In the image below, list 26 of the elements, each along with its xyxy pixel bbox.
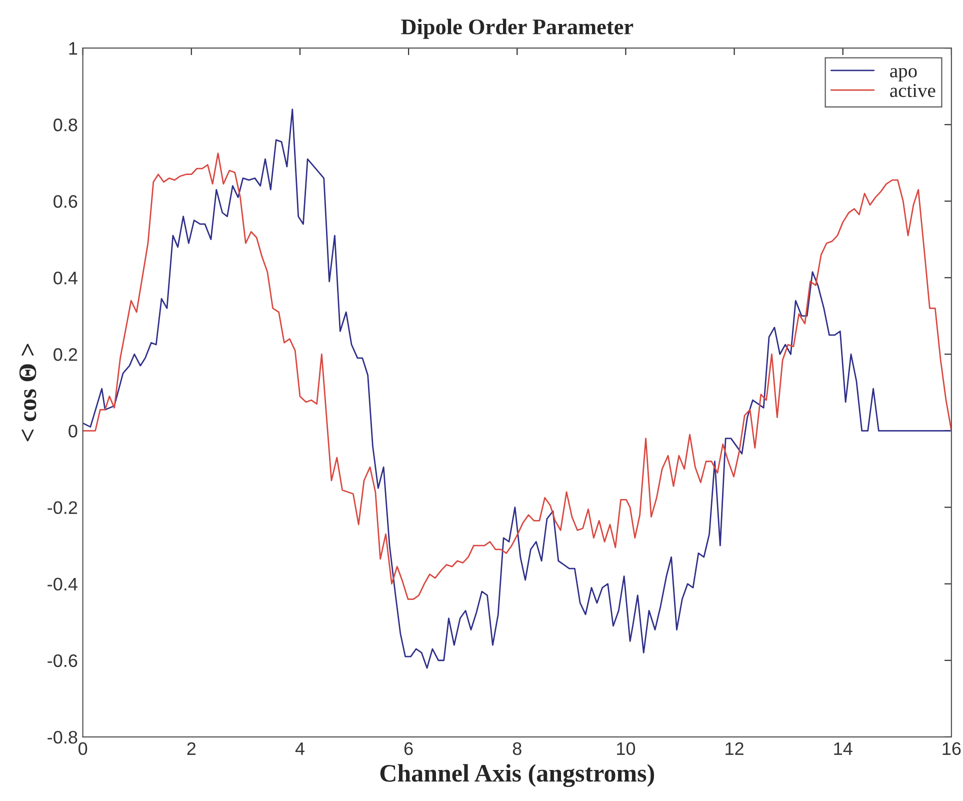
x-axis-title: Channel Axis (angstroms) xyxy=(380,764,654,788)
x-tick-label: 2 xyxy=(187,742,196,755)
y-tick-label: 0.2 xyxy=(54,348,78,361)
x-tick-label: 16 xyxy=(942,742,961,756)
legend-label: active xyxy=(890,84,936,98)
line-series xyxy=(82,108,952,669)
x-tick-label: 0 xyxy=(78,742,88,756)
legend-label: apo xyxy=(890,68,917,82)
x-tick-label: 12 xyxy=(726,742,744,755)
y-tick-label: 0.6 xyxy=(54,195,78,208)
y-tick-label: -0.8 xyxy=(48,730,78,744)
line-series xyxy=(82,152,952,600)
y-tick-label: 0 xyxy=(68,424,78,438)
y-tick-label: 0.8 xyxy=(54,118,78,132)
y-tick-label: 1 xyxy=(69,42,78,55)
y-axis-title: < cos Θ > xyxy=(19,344,36,442)
chart-title: Dipole Order Parameter xyxy=(401,18,634,39)
x-tick-label: 4 xyxy=(295,742,304,755)
y-tick-label: -0.6 xyxy=(48,654,78,668)
y-tick-label: 0.4 xyxy=(54,272,78,284)
x-tick-label: 6 xyxy=(404,742,413,756)
x-tick-label: 10 xyxy=(617,742,636,756)
y-tick-label: -0.2 xyxy=(48,501,78,514)
y-tick-label: -0.4 xyxy=(48,578,78,591)
x-tick-label: 8 xyxy=(512,742,522,756)
x-tick-label: 14 xyxy=(834,742,852,755)
